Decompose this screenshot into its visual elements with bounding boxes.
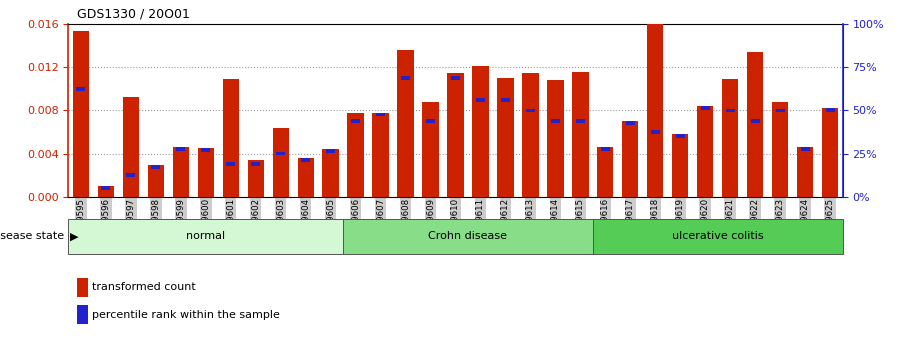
Text: transformed count: transformed count xyxy=(92,282,196,292)
Text: normal: normal xyxy=(186,231,225,241)
Bar xyxy=(322,149,339,197)
Bar xyxy=(73,31,89,197)
Bar xyxy=(726,109,735,112)
Bar xyxy=(473,66,488,197)
Bar xyxy=(226,162,235,166)
Bar xyxy=(647,24,663,197)
Text: percentile rank within the sample: percentile rank within the sample xyxy=(92,310,280,319)
Bar xyxy=(151,165,160,169)
Bar xyxy=(751,119,760,123)
Bar xyxy=(497,78,514,197)
FancyBboxPatch shape xyxy=(68,219,343,254)
Bar xyxy=(423,102,438,197)
Bar xyxy=(650,130,660,134)
Bar xyxy=(747,52,763,197)
Bar xyxy=(622,121,639,197)
Bar xyxy=(101,186,110,190)
Bar xyxy=(302,158,310,161)
Bar xyxy=(501,98,510,101)
Bar xyxy=(201,148,210,152)
Bar xyxy=(572,72,589,197)
Bar xyxy=(347,112,363,197)
Bar xyxy=(148,165,164,197)
Bar xyxy=(373,112,389,197)
Bar xyxy=(776,109,784,112)
Bar xyxy=(401,76,410,80)
Bar xyxy=(272,128,289,197)
Bar xyxy=(701,106,710,110)
Bar xyxy=(127,173,135,177)
Bar xyxy=(451,76,460,80)
Bar xyxy=(176,147,185,151)
Bar xyxy=(326,149,335,153)
Bar xyxy=(722,79,739,197)
Bar xyxy=(97,186,114,197)
Bar xyxy=(526,109,535,112)
Bar xyxy=(548,80,564,197)
Bar xyxy=(248,160,264,197)
Bar xyxy=(576,119,585,123)
Bar xyxy=(825,108,834,112)
Bar xyxy=(123,98,138,197)
FancyBboxPatch shape xyxy=(343,219,593,254)
Bar xyxy=(797,147,814,197)
Bar xyxy=(626,121,635,125)
Bar xyxy=(376,112,385,116)
Bar xyxy=(251,162,261,166)
Bar xyxy=(773,102,788,197)
Bar xyxy=(426,119,435,123)
Bar xyxy=(276,152,285,155)
Bar xyxy=(697,106,713,197)
Bar xyxy=(672,134,689,197)
Bar xyxy=(351,119,360,123)
Bar xyxy=(822,108,838,197)
Bar xyxy=(476,98,485,101)
FancyBboxPatch shape xyxy=(593,219,843,254)
Text: ▶: ▶ xyxy=(70,231,78,241)
Bar xyxy=(397,50,414,197)
Bar xyxy=(222,79,239,197)
Bar xyxy=(551,119,560,123)
Text: ulcerative colitis: ulcerative colitis xyxy=(672,231,763,241)
Text: Crohn disease: Crohn disease xyxy=(428,231,507,241)
Bar xyxy=(198,148,214,197)
Bar xyxy=(598,147,613,197)
Bar xyxy=(447,73,464,197)
Bar xyxy=(298,158,313,197)
Bar xyxy=(601,147,609,151)
Bar xyxy=(77,87,86,91)
Text: disease state: disease state xyxy=(0,231,64,241)
Text: GDS1330 / 20O01: GDS1330 / 20O01 xyxy=(77,8,190,21)
Bar xyxy=(801,147,810,151)
Bar xyxy=(172,147,189,197)
Bar xyxy=(676,134,685,138)
Bar xyxy=(522,73,538,197)
